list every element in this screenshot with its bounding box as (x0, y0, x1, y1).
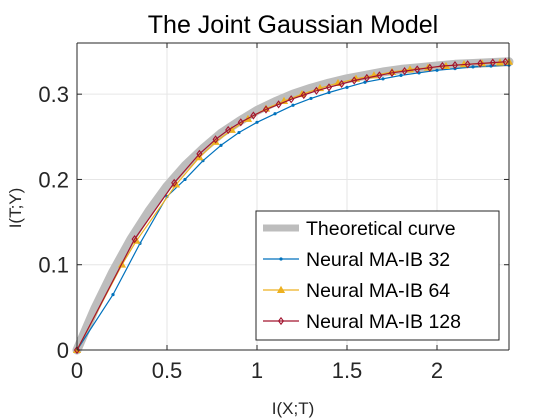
data-point (255, 120, 259, 124)
data-point (288, 95, 295, 104)
data-point (414, 65, 421, 74)
x-tick-label: 0 (71, 358, 83, 383)
legend-label: Theoretical curve (306, 218, 456, 240)
data-point (502, 57, 509, 66)
series-line (76, 61, 506, 351)
data-point (399, 73, 403, 78)
data-point (300, 90, 307, 100)
data-point (426, 63, 433, 72)
data-point (327, 90, 331, 95)
data-point (439, 61, 446, 71)
x-tick-label: 0.5 (152, 358, 183, 383)
data-point (219, 143, 223, 147)
y-axis-label: I(T;Y) (6, 188, 25, 229)
data-point (376, 71, 383, 80)
series-4 (73, 57, 509, 355)
legend-label: Neural MA-IB 32 (306, 249, 450, 271)
legend-box (255, 210, 500, 341)
data-point (489, 58, 496, 67)
data-point (276, 285, 286, 293)
legend-label: Neural MA-IB 64 (306, 280, 450, 302)
y-tick-label: 0.3 (38, 82, 69, 107)
tick-labels: 0 0.5 1 1.5 2 0 0.1 0.2 0.3 (38, 82, 443, 383)
data-point (237, 130, 241, 135)
data-point (279, 257, 283, 261)
legend: Theoretical curve Neural MA-IB 32 Neural M… (255, 210, 500, 341)
data-point (291, 103, 295, 107)
x-axis-label: I(X;T) (272, 399, 315, 418)
chart-title: The Joint Gaussian Model (148, 11, 438, 39)
data-point (435, 68, 439, 72)
data-point (250, 111, 257, 120)
data-point (451, 61, 459, 70)
series-layer (72, 57, 514, 355)
legend-item-4: Neural MA-IB 128 (263, 311, 461, 333)
x-tick-label: 1 (251, 358, 263, 383)
data-point (345, 85, 349, 89)
data-point (275, 100, 282, 109)
y-tick-label: 0.1 (38, 253, 69, 278)
data-point (111, 292, 115, 297)
data-point (196, 149, 203, 158)
series-1 (72, 57, 514, 355)
data-point (325, 83, 333, 92)
data-point (381, 77, 385, 81)
data-point (212, 135, 219, 144)
x-tick-label: 1.5 (332, 358, 363, 383)
data-point (388, 68, 396, 77)
data-point (131, 235, 138, 244)
data-point (464, 60, 471, 69)
legend-item-3: Neural MA-IB 64 (263, 280, 450, 302)
data-point (262, 105, 270, 114)
data-point (273, 112, 277, 116)
series-line (72, 57, 514, 355)
data-point (73, 345, 81, 355)
data-point (313, 86, 320, 95)
y-tick-label: 0 (57, 338, 69, 363)
data-point (363, 73, 370, 83)
x-tick-label: 2 (431, 358, 443, 383)
data-point (237, 118, 244, 127)
legend-item-1: Theoretical curve (263, 218, 456, 240)
legend-label: Neural MA-IB 128 (306, 311, 461, 333)
data-point (225, 125, 232, 135)
data-point (471, 65, 475, 69)
data-point (183, 177, 187, 182)
data-point (401, 67, 408, 76)
data-point (277, 316, 285, 326)
data-point (477, 59, 484, 68)
data-point (363, 80, 367, 84)
data-point (338, 79, 345, 89)
legend-item-2: Neural MA-IB 32 (263, 249, 450, 271)
data-point (309, 96, 313, 101)
data-point (171, 178, 178, 187)
y-tick-label: 0.2 (38, 167, 69, 192)
data-point (351, 76, 358, 85)
axes (76, 42, 510, 351)
